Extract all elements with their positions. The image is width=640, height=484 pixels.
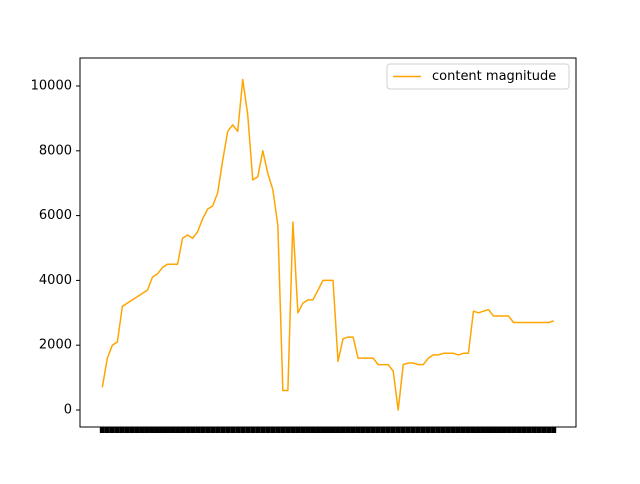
y-tick-label: 6000 [39, 208, 72, 223]
data-line [101, 78, 554, 411]
y-tick-label: 8000 [39, 143, 72, 158]
legend-label: content magnitude [432, 69, 556, 84]
legend-box [386, 63, 570, 90]
y-tick-label: 2000 [39, 338, 72, 353]
y-tick-label: 10000 [31, 78, 72, 93]
y-tick-label: 0 [64, 402, 72, 417]
y-tick-label: 4000 [39, 273, 72, 288]
